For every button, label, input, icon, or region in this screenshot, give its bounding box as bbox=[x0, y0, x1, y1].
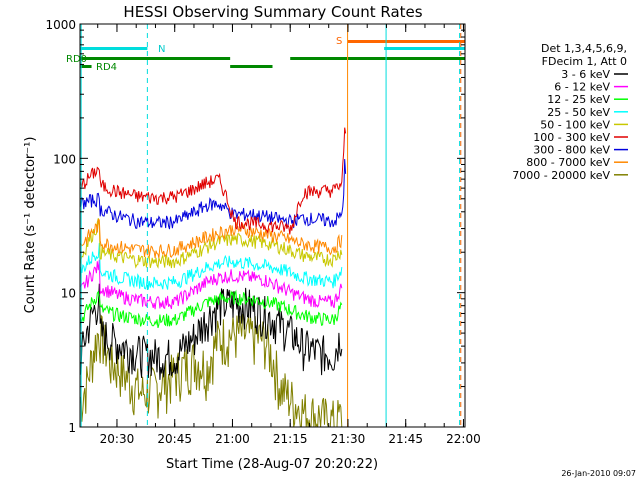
legend-entry-label: 800 - 7000 keV bbox=[526, 156, 610, 169]
annotation-rd0: RD0 bbox=[66, 54, 87, 65]
vlines-layer bbox=[80, 24, 462, 427]
y-tick-label: 10 bbox=[61, 287, 76, 301]
legend-entry-label: 25 - 50 keV bbox=[547, 106, 610, 119]
legend-entry-label: 12 - 25 keV bbox=[547, 93, 610, 106]
series-12-25-kev bbox=[79, 289, 343, 329]
x-axis-label: Start Time (28-Aug-07 20:20:22) bbox=[166, 457, 378, 472]
legend-entry-label: 6 - 12 keV bbox=[554, 81, 610, 94]
y-tick-label: 1000 bbox=[45, 18, 76, 32]
legend: Det 1,3,4,5,6,9,FDecim 1, Att 03 - 6 keV… bbox=[512, 42, 628, 182]
series-300-800-kev bbox=[79, 158, 347, 230]
annotations-layer: RD0 RD4 N S bbox=[66, 36, 342, 73]
x-tick-label: 21:00 bbox=[215, 432, 250, 446]
series-100-300-kev bbox=[79, 127, 347, 235]
series-6-12-kev bbox=[79, 259, 343, 310]
series-25-50-kev bbox=[79, 242, 343, 290]
plot-frame bbox=[79, 23, 466, 428]
legend-header-line: FDecim 1, Att 0 bbox=[542, 55, 627, 68]
legend-entry-label: 7000 - 20000 keV bbox=[512, 169, 610, 182]
x-tick-label: 22:00 bbox=[446, 432, 481, 446]
legend-entry-label: 100 - 300 keV bbox=[533, 131, 610, 144]
series-800-7000-kev bbox=[79, 218, 343, 259]
series-3-6-kev bbox=[79, 283, 343, 380]
x-tick-label: 21:45 bbox=[388, 432, 423, 446]
legend-header-line: Det 1,3,4,5,6,9, bbox=[541, 42, 627, 55]
x-tick-label: 21:15 bbox=[273, 432, 308, 446]
legend-entry-label: 3 - 6 keV bbox=[561, 68, 610, 81]
x-tick-label: 21:30 bbox=[331, 432, 366, 446]
chart-title: HESSI Observing Summary Count Rates bbox=[123, 3, 422, 21]
footer-timestamp: 26-Jan-2010 09:07 bbox=[561, 469, 636, 478]
annotation-s: S bbox=[336, 36, 342, 47]
series-50-100-kev bbox=[79, 218, 343, 269]
y-axis-label: Count Rate (s⁻¹ detector⁻¹) bbox=[23, 137, 38, 314]
y-tick-label: 100 bbox=[53, 152, 76, 166]
annotation-rd4: RD4 bbox=[96, 62, 117, 73]
x-tick-label: 20:30 bbox=[100, 432, 135, 446]
status-bars-layer bbox=[80, 40, 465, 68]
series-layer bbox=[79, 127, 347, 428]
legend-entry-label: 50 - 100 keV bbox=[540, 118, 610, 131]
series-7000-20000-kev bbox=[79, 313, 343, 428]
y-tick-label: 1 bbox=[68, 421, 76, 435]
axes-layer: 20:30 20:45 21:00 21:15 21:30 21:45 22:00 1 10 10… bbox=[45, 18, 480, 446]
annotation-n: N bbox=[158, 44, 165, 55]
legend-entry-label: 300 - 800 keV bbox=[533, 144, 610, 157]
x-tick-label: 20:45 bbox=[157, 432, 192, 446]
